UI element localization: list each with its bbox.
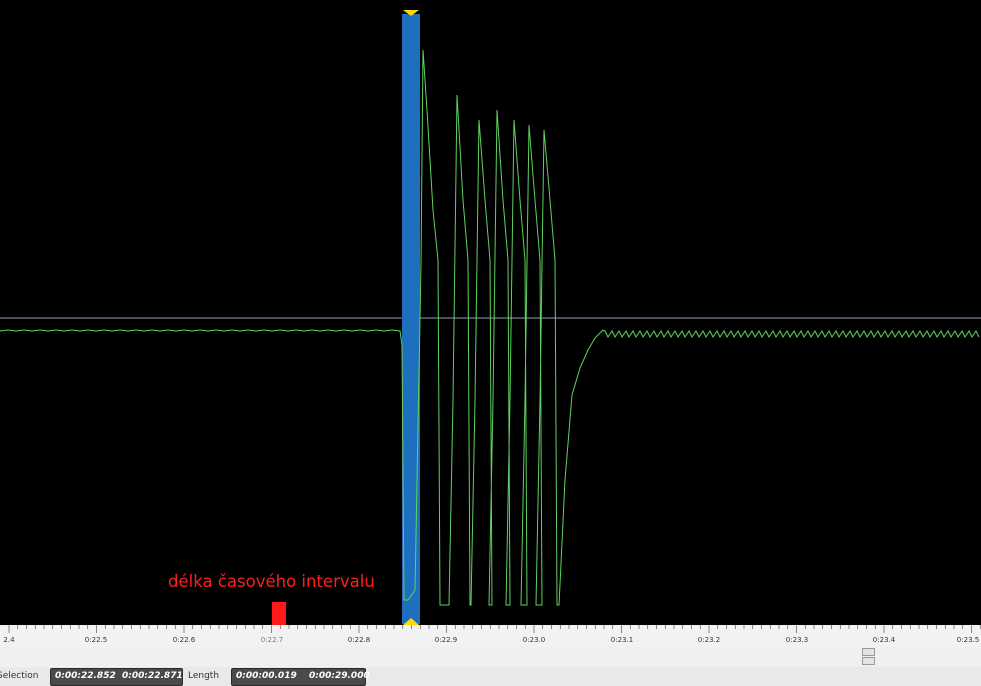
time-ruler[interactable]: 2.4 0:22.5 0:22.6 0:22.7 0:22.8 0:22.9 0… bbox=[0, 625, 981, 647]
selection-top-marker[interactable] bbox=[403, 10, 419, 16]
tick-label: 0:22.8 bbox=[347, 636, 371, 644]
selection-field[interactable]: 0:00:22.852 0:00:22.871 bbox=[50, 668, 183, 686]
scroll-grip-icon bbox=[862, 648, 875, 656]
waveform-display[interactable] bbox=[0, 0, 981, 625]
selection-end-value[interactable]: 0:00:22.871 bbox=[122, 671, 183, 681]
annotation-arrow-icon bbox=[272, 602, 286, 625]
ruler-ticks bbox=[8, 625, 981, 633]
tick-label: 0:23.2 bbox=[697, 636, 721, 644]
tick-label: 0:23.4 bbox=[872, 636, 896, 644]
tick-label: 0:23.0 bbox=[522, 636, 546, 644]
scroll-handle[interactable] bbox=[862, 648, 875, 665]
tick-label: 0:22.5 bbox=[84, 636, 108, 644]
selection-label: Selection bbox=[0, 671, 39, 681]
length-value[interactable]: 0:00:00.019 bbox=[236, 671, 297, 681]
selection-bottom-marker[interactable] bbox=[403, 618, 419, 625]
selection-region[interactable] bbox=[402, 14, 420, 624]
scroll-grip-icon bbox=[862, 657, 875, 665]
tick-label: 0:22.6 bbox=[172, 636, 196, 644]
tick-label: 0:22.7 bbox=[260, 636, 284, 644]
tick-label: 0:22.9 bbox=[434, 636, 458, 644]
annotation-label: délka časového intervalu bbox=[168, 572, 375, 591]
length-label: Length bbox=[188, 671, 220, 681]
tick-label: 2.4 bbox=[3, 636, 15, 644]
selection-start-value[interactable]: 0:00:22.852 bbox=[55, 671, 116, 681]
horizontal-scroll-area[interactable] bbox=[0, 647, 981, 667]
waveform-signal bbox=[0, 49, 980, 606]
total-length-value[interactable]: 0:00:29.000 bbox=[309, 671, 370, 681]
length-field[interactable]: 0:00:00.019 0:00:29.000 bbox=[231, 668, 370, 686]
status-bar: Selection 0:00:22.852 0:00:22.871 Length… bbox=[0, 667, 981, 686]
tick-label: 0:23.5 bbox=[956, 636, 980, 644]
tick-label: 0:23.3 bbox=[785, 636, 809, 644]
tick-label: 0:23.1 bbox=[610, 636, 634, 644]
